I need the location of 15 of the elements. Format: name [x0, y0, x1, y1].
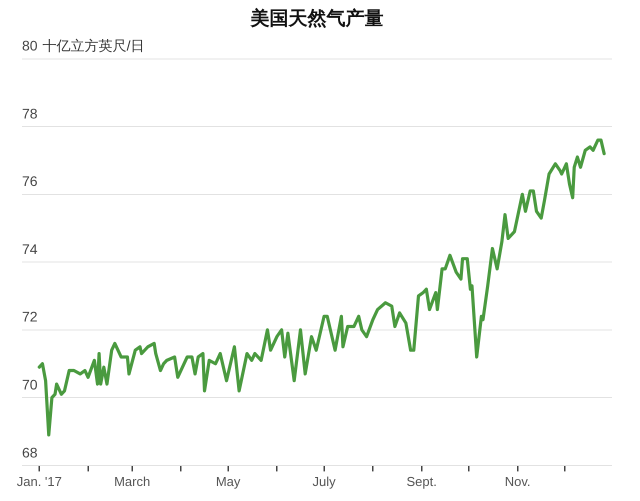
x-tick-label: May	[216, 474, 241, 489]
y-tick-label: 74	[22, 240, 38, 257]
x-tick-label: Nov.	[504, 474, 530, 489]
x-tick-label: March	[114, 474, 150, 489]
y-tick-label: 72	[22, 308, 38, 325]
x-tick-label: Jan. '17	[16, 474, 62, 489]
x-tick-label: Sept.	[406, 474, 437, 489]
y-tick-label: 78	[22, 105, 38, 122]
x-tick-label: July	[312, 474, 336, 489]
y-tick-label: 68	[22, 444, 38, 460]
y-tick-label: 80	[22, 38, 38, 54]
y-tick-label: 76	[22, 173, 38, 190]
chart-title: 美国天然气产量	[250, 8, 384, 30]
y-tick-label: 70	[22, 376, 38, 392]
y-axis-title: 十亿立方英尺/日	[42, 38, 144, 54]
